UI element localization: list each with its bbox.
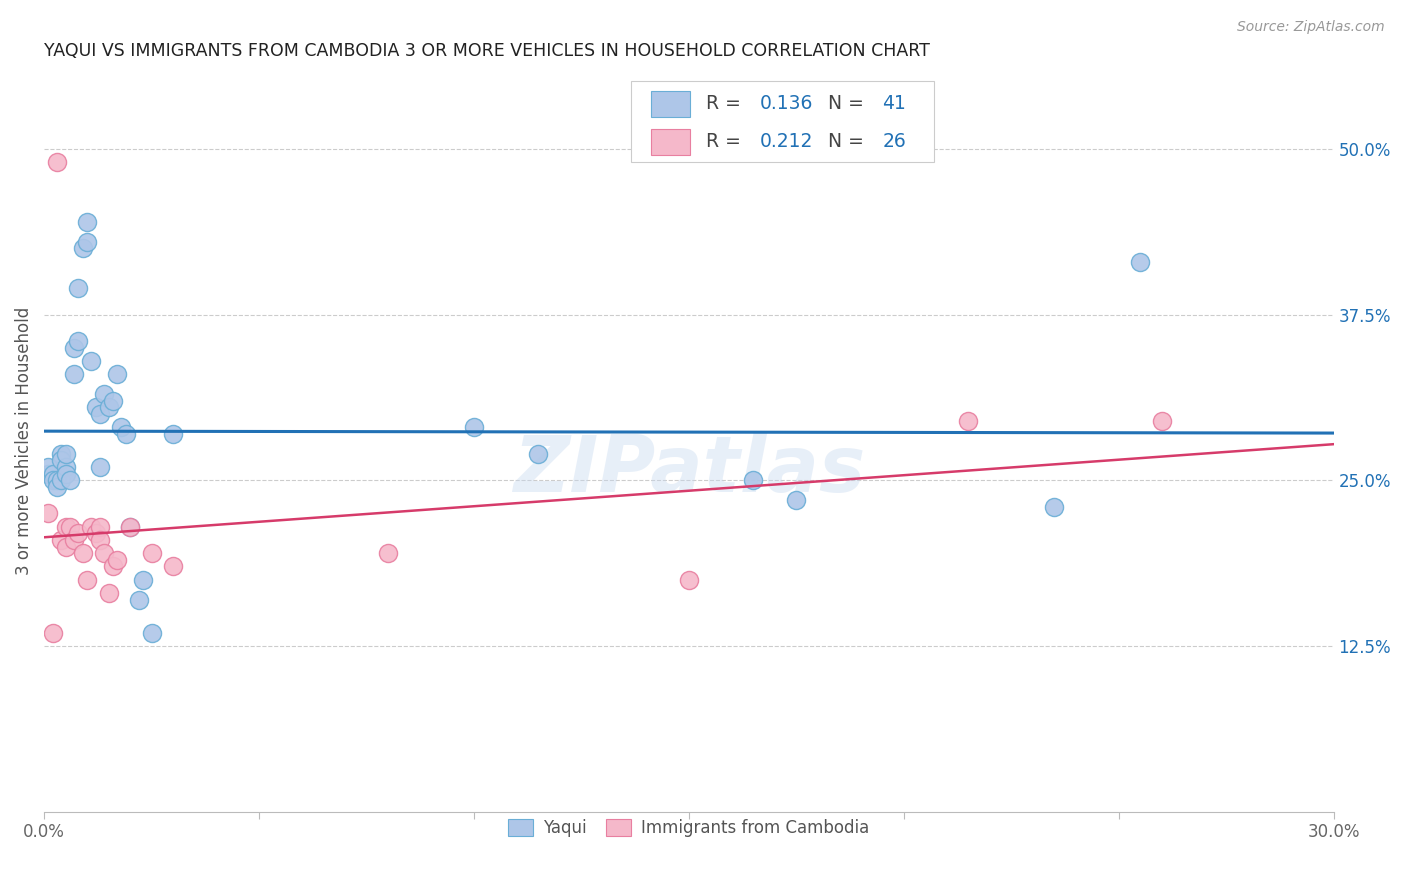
FancyBboxPatch shape [631,81,934,162]
Point [120,519,142,533]
Point [141,546,163,560]
Point [162,426,184,441]
Point [55,447,77,461]
Point [55,460,77,475]
Point [80,354,103,368]
Point [59,473,82,487]
Point [527,447,550,461]
Point [89,460,111,475]
Point [37,507,59,521]
Legend: Yaqui, Immigrants from Cambodia: Yaqui, Immigrants from Cambodia [501,813,876,844]
Point [162,559,184,574]
Text: 0.212: 0.212 [759,133,813,152]
Point [46,473,69,487]
Point [51,447,73,461]
Point [957,414,980,428]
Point [76,573,98,587]
Point [89,407,111,421]
Text: ZIPatlas: ZIPatlas [513,433,865,508]
Point [463,420,485,434]
Point [114,426,136,441]
Point [97,401,120,415]
Point [41,625,63,640]
Point [89,533,111,547]
Point [1150,414,1173,428]
FancyBboxPatch shape [651,91,690,117]
Point [59,519,82,533]
Text: R =: R = [706,95,747,113]
Point [97,586,120,600]
Point [37,467,59,481]
Point [377,546,399,560]
Point [742,473,765,487]
Text: 41: 41 [882,95,905,113]
Text: N =: N = [828,95,870,113]
Text: 26: 26 [882,133,905,152]
Y-axis label: 3 or more Vehicles in Household: 3 or more Vehicles in Household [15,307,32,574]
Point [141,625,163,640]
Point [46,155,69,169]
Point [101,393,124,408]
Point [93,546,115,560]
Point [110,420,132,434]
Point [101,559,124,574]
Point [105,553,128,567]
Text: Source: ZipAtlas.com: Source: ZipAtlas.com [1237,20,1385,34]
Point [76,215,98,229]
Point [46,480,69,494]
Point [785,493,807,508]
Point [72,242,94,256]
Point [41,473,63,487]
Point [55,467,77,481]
Point [132,573,155,587]
Point [51,453,73,467]
Point [80,519,103,533]
Point [55,540,77,554]
Point [1129,254,1152,268]
Point [51,473,73,487]
Text: YAQUI VS IMMIGRANTS FROM CAMBODIA 3 OR MORE VEHICLES IN HOUSEHOLD CORRELATION CH: YAQUI VS IMMIGRANTS FROM CAMBODIA 3 OR M… [44,42,929,60]
Point [93,387,115,401]
Point [67,281,90,295]
Text: R =: R = [706,133,747,152]
Point [41,467,63,481]
Point [63,368,86,382]
Text: 0.136: 0.136 [759,95,813,113]
FancyBboxPatch shape [651,129,690,155]
Point [120,519,142,533]
Point [63,341,86,355]
Text: N =: N = [828,133,870,152]
Point [55,519,77,533]
Point [76,235,98,249]
Point [72,546,94,560]
Point [1043,500,1066,514]
Point [67,334,90,349]
Point [84,526,107,541]
Point [84,401,107,415]
Point [67,526,90,541]
Point [63,533,86,547]
Point [89,519,111,533]
Point [128,592,150,607]
Point [37,460,59,475]
Point [678,573,700,587]
Point [51,533,73,547]
Point [105,368,128,382]
